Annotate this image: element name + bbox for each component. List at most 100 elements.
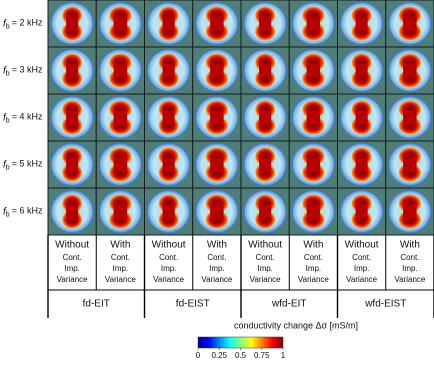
reconstruction-image	[385, 187, 434, 236]
column-sub: Variance	[57, 275, 89, 284]
reconstruction-image	[95, 187, 145, 236]
reconstruction-image	[288, 0, 338, 48]
inclusion-neck	[113, 157, 128, 172]
row-subscript: b	[6, 70, 10, 77]
inclusion-neck	[306, 110, 321, 125]
reconstruction-image	[144, 187, 194, 236]
column-sub: Cont.	[256, 253, 275, 262]
column-sub: Variance	[250, 275, 282, 284]
inclusion-neck	[259, 157, 272, 172]
reconstruction-image	[144, 140, 194, 189]
column-main: Without	[152, 240, 186, 251]
colorbar-tick-label: 0.5	[235, 351, 247, 360]
column-sub: Imp.	[354, 264, 370, 273]
inclusion-neck	[66, 157, 79, 172]
row-label: fb = 2 kHz	[3, 18, 43, 30]
row-label: fb = 3 kHz	[3, 65, 43, 77]
reconstruction-image	[337, 140, 387, 189]
group-label: fd-EIST	[176, 299, 210, 310]
inclusion-neck	[403, 63, 417, 78]
inclusion-neck	[355, 157, 368, 172]
column-sub: Cont.	[304, 253, 323, 262]
reconstruction-image	[192, 93, 242, 142]
inclusion-neck	[306, 204, 321, 219]
inclusion-neck	[162, 110, 175, 125]
reconstruction-image	[288, 46, 338, 95]
inclusion-neck	[66, 110, 79, 125]
colorbar-title: conductivity change Δσ [mS/m]	[234, 320, 358, 330]
inclusion-neck	[113, 63, 128, 78]
reconstruction-image	[385, 93, 434, 142]
column-sub: Variance	[105, 275, 137, 284]
row-subscript: b	[6, 164, 10, 171]
reconstruction-image	[144, 93, 194, 142]
column-sub: Variance	[201, 275, 233, 284]
reconstruction-image	[385, 46, 434, 95]
inclusion-neck	[66, 16, 79, 31]
row-text: = 4 kHz	[12, 112, 43, 122]
reconstruction-image	[385, 0, 434, 48]
reconstruction-image	[192, 0, 242, 48]
row-symbol: f	[3, 159, 7, 170]
reconstruction-image	[47, 140, 97, 189]
colorbar-tick-label: 0	[196, 351, 201, 360]
inclusion-neck	[306, 157, 321, 172]
row-text: = 6 kHz	[12, 206, 43, 216]
column-sub: Cont.	[63, 253, 82, 262]
reconstruction-image	[288, 187, 338, 236]
row-symbol: f	[3, 65, 7, 76]
reconstruction-image	[240, 0, 290, 48]
row-text: = 2 kHz	[12, 18, 43, 28]
column-sub: Variance	[394, 275, 426, 284]
row-label: fb = 4 kHz	[3, 112, 43, 124]
column-sub: Variance	[298, 275, 330, 284]
column-sub: Imp.	[113, 264, 129, 273]
reconstruction-image	[337, 0, 387, 48]
column-sub: Cont.	[352, 253, 371, 262]
inclusion-neck	[403, 204, 417, 219]
column-sub: Cont.	[111, 253, 130, 262]
column-main: Without	[248, 240, 282, 251]
reconstruction-image	[47, 0, 97, 48]
inclusion-neck	[259, 63, 272, 78]
reconstruction-image	[385, 140, 434, 189]
group-label: fd-EIT	[83, 299, 110, 310]
row-text: = 5 kHz	[12, 159, 43, 169]
inclusion-neck	[403, 16, 417, 31]
reconstruction-image	[337, 93, 387, 142]
row-label: fb = 5 kHz	[3, 159, 43, 171]
column-main: Without	[345, 240, 379, 251]
row-subscript: b	[6, 23, 10, 30]
inclusion-neck	[306, 63, 321, 78]
reconstruction-image	[337, 46, 387, 95]
inclusion-neck	[403, 157, 417, 172]
reconstruction-image	[47, 46, 97, 95]
reconstruction-image	[288, 93, 338, 142]
reconstruction-image	[288, 140, 338, 189]
column-main: With	[207, 240, 227, 251]
inclusion-neck	[162, 63, 175, 78]
row-symbol: f	[3, 18, 7, 29]
column-main: With	[303, 240, 323, 251]
colorbar-tick-label: 1	[281, 351, 286, 360]
inclusion-neck	[210, 63, 224, 78]
reconstruction-image	[144, 0, 194, 48]
inclusion-neck	[306, 16, 321, 31]
reconstruction-image	[95, 46, 145, 95]
column-sub: Cont.	[159, 253, 178, 262]
group-label: wfd-EIST	[364, 299, 406, 310]
column-sub: Variance	[153, 275, 185, 284]
inclusion-neck	[66, 204, 79, 219]
column-sub: Imp.	[306, 264, 322, 273]
row-symbol: f	[3, 206, 7, 217]
inclusion-neck	[355, 63, 368, 78]
group-label: wfd-EIT	[271, 299, 306, 310]
reconstruction-image	[47, 93, 97, 142]
colorbar-tick-label: 0.75	[254, 351, 270, 360]
inclusion-neck	[355, 204, 368, 219]
reconstruction-image	[192, 140, 242, 189]
image-grid	[47, 0, 434, 236]
inclusion-neck	[210, 204, 224, 219]
